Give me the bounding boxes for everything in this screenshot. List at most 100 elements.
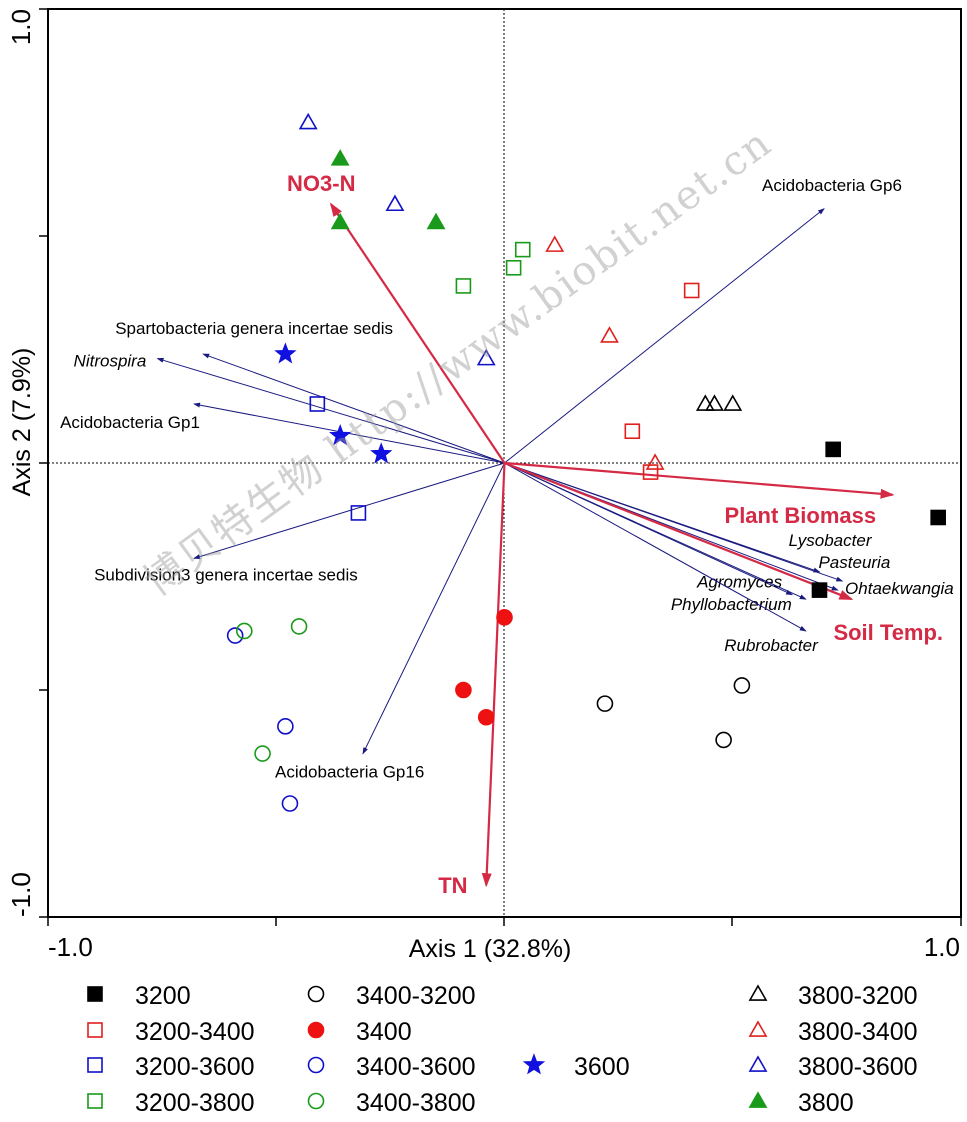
point-3200-3800-2 (455, 278, 472, 294)
x-tick-label-max: 1.0 (924, 932, 960, 962)
point-3400-3800-2 (254, 745, 271, 762)
point-3200-3400-1 (624, 423, 641, 440)
x-tick-label-min: -1.0 (48, 932, 93, 962)
species-label-phyllobacterium: Phyllobacterium (671, 595, 792, 614)
species-label-nitrospira: Nitrospira (74, 352, 147, 371)
legend-label-3600: 3600 (574, 1053, 630, 1081)
x-axis-title: Axis 1 (32.8%) (409, 935, 572, 963)
point-3200-1 (930, 509, 946, 526)
legend-label-3800-3600: 3800-3600 (798, 1053, 918, 1081)
point-3400-3600-2 (281, 795, 299, 812)
y-tick-label-max: 1.0 (6, 9, 36, 45)
point-3800-3400-0 (545, 235, 565, 252)
species-label-rubrobacter: Rubrobacter (724, 636, 819, 655)
legend-marker-3200-3600 (87, 1057, 103, 1073)
point-3800-3400-1 (600, 326, 619, 343)
env-label-no3-n: NO3-N (287, 171, 355, 196)
species-label-lysobacter: Lysobacter (789, 531, 873, 550)
legend-label-3400-3200: 3400-3200 (356, 982, 476, 1010)
legend-label-3200-3400: 3200-3400 (135, 1018, 255, 1046)
species-arrow-subdivision3-genera-incertae-sedis (193, 462, 505, 559)
point-3200-3400-2 (642, 464, 659, 480)
axis-ticks (39, 8, 962, 926)
legend-marker-3200 (87, 986, 103, 1002)
legend-marker-3800-3600 (748, 1055, 768, 1072)
legend-marker-3400-3800 (307, 1092, 325, 1110)
point-3800-3200-0 (695, 394, 715, 411)
species-arrow-acidobacteria-gp6 (504, 208, 825, 464)
legend-marker-3800-3400 (748, 1020, 768, 1037)
legend-label-3200: 3200 (135, 982, 191, 1010)
species-arrow-rubrobacter (504, 462, 807, 632)
legend-marker-3800-3200 (748, 984, 768, 1001)
legend-marker-3600 (522, 1053, 546, 1075)
species-label-spartobacteria-genera-incertae-sedis: Spartobacteria genera incertae sedis (115, 319, 393, 338)
point-3400-3600-0 (226, 627, 244, 644)
point-3400-3200-2 (715, 731, 732, 749)
species-label-pasteuria: Pasteuria (818, 553, 890, 572)
legend-marker-3400 (307, 1021, 325, 1039)
point-3200-3800-0 (514, 241, 531, 258)
species-label-acidobacteria-gp16: Acidobacteria Gp16 (275, 763, 424, 782)
point-3800-0 (330, 149, 350, 166)
legend-marker-3800 (748, 1091, 768, 1108)
point-3400-3200-0 (596, 695, 614, 712)
point-3800-1 (330, 212, 350, 230)
point-3200-3800-1 (505, 259, 522, 276)
sample-points (226, 112, 946, 812)
species-arrow-nitrospira (156, 357, 505, 464)
point-3600-1 (329, 424, 352, 446)
env-arrow-soil-temp (504, 461, 854, 601)
species-label-subdivision3-genera-incertae-sedis: Subdivision3 genera incertae sedis (94, 565, 358, 584)
legend-label-3800-3400: 3800-3400 (798, 1018, 918, 1046)
legend-label-3400: 3400 (356, 1018, 412, 1046)
point-3800-2 (426, 212, 446, 230)
point-3200-3600-0 (309, 396, 326, 412)
legend-label-3800-3200: 3800-3200 (798, 982, 918, 1010)
species-label-acidobacteria-gp1: Acidobacteria Gp1 (60, 413, 200, 432)
legend-marker-3200-3400 (87, 1022, 103, 1038)
legend-label-3200-3800: 3200-3800 (135, 1089, 255, 1117)
environment-vectors: NO3-N Plant Biomass Soil Temp. TN (287, 171, 943, 898)
point-3400-3600-1 (277, 718, 294, 735)
legend: 3200 3200-3400 3200-3600 3200-3800 3400-3200… (87, 982, 918, 1117)
species-arrow-phyllobacterium (504, 462, 807, 600)
legend-marker-3400-3600 (307, 1056, 325, 1074)
point-3200-3600-1 (350, 505, 367, 521)
legend-marker-3200-3800 (87, 1093, 103, 1109)
point-3800-3400-2 (645, 453, 665, 470)
point-3800-3200-2 (723, 394, 743, 411)
legend-marker-3400-3200 (307, 985, 325, 1003)
point-3400-2 (477, 708, 495, 726)
point-3200-3400-0 (683, 282, 700, 299)
point-3800-3600-1 (385, 194, 405, 212)
point-3400-3800-0 (235, 622, 253, 640)
point-3800-3600-2 (476, 348, 496, 366)
species-label-ohtaekwangia: Ohtaekwangia (845, 579, 954, 598)
species-label-acidobacteria-gp6: Acidobacteria Gp6 (762, 176, 902, 195)
legend-label-3800: 3800 (798, 1089, 854, 1117)
point-3400-3200-1 (733, 677, 751, 694)
env-arrow-no3-n (329, 202, 506, 464)
point-3400-3800-1 (290, 618, 308, 635)
point-3200-2 (811, 582, 828, 598)
env-label-soil-temp: Soil Temp. (833, 620, 943, 645)
species-arrow-pasteuria (504, 462, 844, 582)
y-tick-label-min: -1.0 (6, 872, 36, 917)
y-axis-title: Axis 2 (7.9%) (8, 348, 36, 497)
legend-label-3400-3800: 3400-3800 (356, 1089, 476, 1117)
species-vectors: Acidobacteria Gp6 Spartobacteria genera i… (60, 176, 954, 782)
point-3600-0 (274, 342, 297, 364)
point-3800-3600-0 (298, 112, 318, 130)
legend-label-3200-3600: 3200-3600 (135, 1053, 255, 1081)
env-label-plant-biomass: Plant Biomass (725, 503, 877, 528)
legend-label-3400-3600: 3400-3600 (356, 1053, 476, 1081)
point-3400-0 (496, 609, 513, 626)
env-arrow-tn (481, 462, 506, 888)
point-3800-3200-1 (705, 394, 724, 411)
point-3400-1 (455, 681, 472, 699)
species-arrow-acidobacteria-gp16 (362, 462, 505, 755)
env-arrow-plant-biomass (504, 461, 895, 499)
point-3200-0 (825, 441, 841, 458)
